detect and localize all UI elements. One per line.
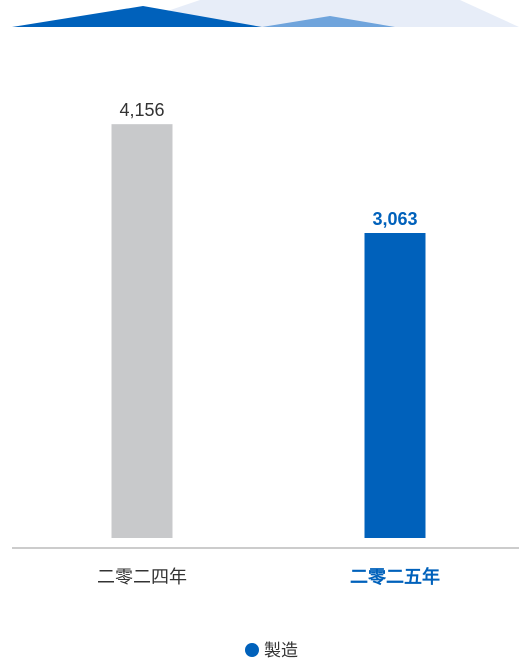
bar-2	[364, 233, 426, 538]
value-label-1: 4,156	[119, 100, 164, 120]
value-label-2: 3,063	[372, 209, 417, 229]
banner-dark-shape	[12, 6, 262, 27]
x-tick-labels-group: 二零二四年 二零二五年	[97, 566, 440, 587]
legend-label: 製造	[264, 641, 298, 660]
bar-1	[111, 124, 173, 538]
header-banner	[12, 0, 519, 27]
value-labels-group: 4,156 3,063	[119, 100, 417, 229]
banner-light-shape	[262, 16, 395, 27]
legend-marker	[245, 643, 259, 657]
x-tick-label-2: 二零二五年	[350, 566, 440, 587]
legend: 製造	[245, 641, 298, 660]
x-tick-label-1: 二零二四年	[97, 567, 187, 587]
bars-group	[111, 124, 426, 538]
